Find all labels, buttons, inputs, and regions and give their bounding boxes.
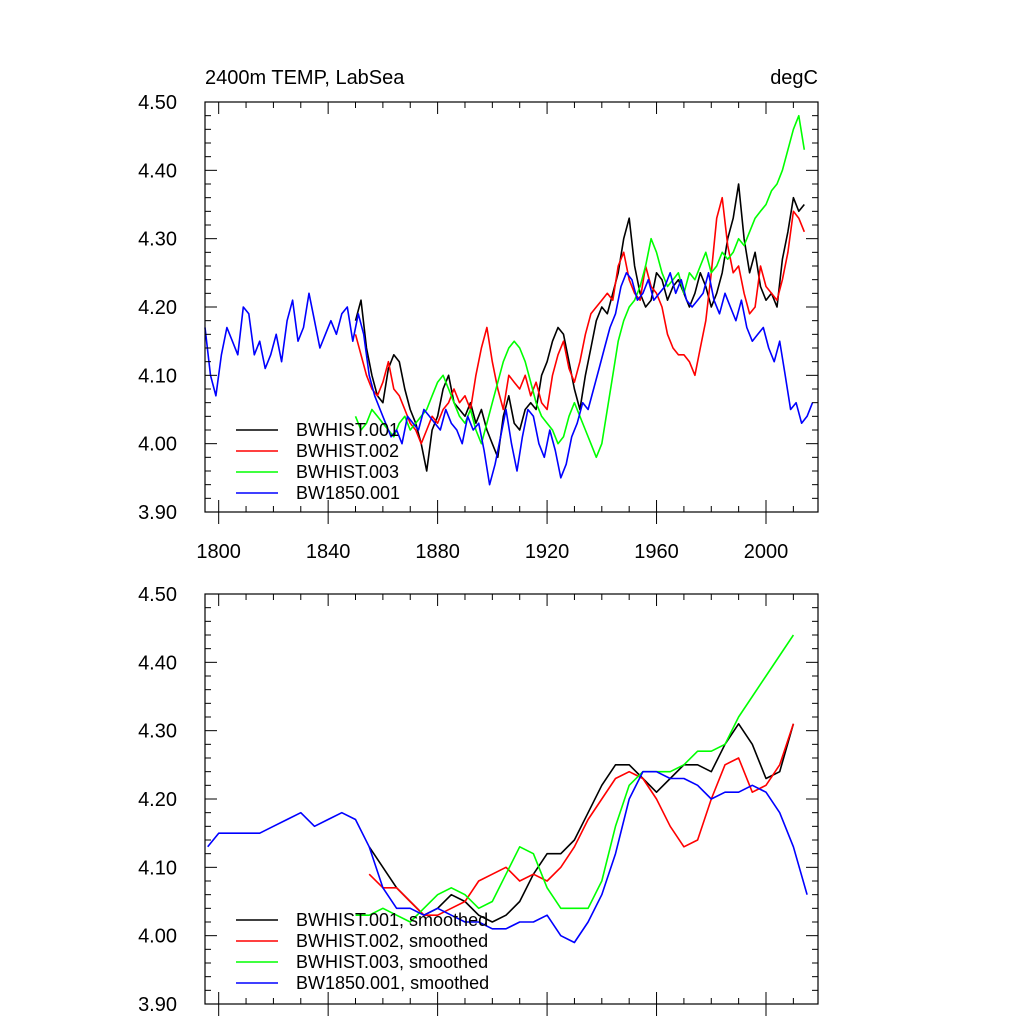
top-y-tick-label: 4.50 [138, 92, 177, 114]
top-panel: 3.90 4.00 4.10 4.20 4.30 4.40 4.50 1800 1840 1880… [138, 67, 819, 563]
bottom-y-tick-label: 3.90 [138, 994, 177, 1016]
top-x-tick-label: 1840 [306, 541, 351, 563]
top-y-tick-label: 4.40 [138, 160, 177, 182]
top-series-line-3 [354, 114, 806, 459]
top-x-tick-label: 1920 [525, 541, 570, 563]
top-series-line-4 [204, 271, 814, 486]
top-ticks-layer: 3.90 4.00 4.10 4.20 4.30 4.40 4.50 1800 1840 1880… [138, 92, 818, 563]
bottom-series-line-3 [355, 634, 795, 923]
bottom-legend-label-4: BW1850.001, smoothed [296, 973, 489, 993]
top-y-tick-label: 3.90 [138, 502, 177, 524]
top-chart-title: 2400m TEMP, LabSea [205, 67, 405, 89]
top-x-tick-label: 1960 [634, 541, 679, 563]
bottom-legend-label-2: BWHIST.002, smoothed [296, 931, 488, 951]
bottom-series-layer [207, 634, 808, 944]
bottom-series-line-4 [207, 770, 808, 944]
bottom-panel: 3.90 4.00 4.10 4.20 4.30 4.40 4.50 BWHIST.001,… [138, 584, 819, 1016]
top-x-tick-label: 2000 [744, 541, 789, 563]
bottom-y-tick-label: 4.20 [138, 789, 177, 811]
top-y-tick-label: 4.20 [138, 297, 177, 319]
bottom-legend-label-1: BWHIST.001, smoothed [296, 910, 488, 930]
top-legend-label-4: BW1850.001 [296, 483, 400, 503]
bottom-ticks-layer: 3.90 4.00 4.10 4.20 4.30 4.40 4.50 [138, 584, 818, 1016]
bottom-y-tick-label: 4.00 [138, 926, 177, 948]
top-legend-label-3: BWHIST.003 [296, 462, 399, 482]
top-series-line-2 [354, 196, 806, 445]
top-series-line-1 [354, 183, 805, 472]
bottom-y-tick-label: 4.30 [138, 721, 177, 743]
top-y-tick-label: 4.00 [138, 434, 177, 456]
bottom-series-line-2 [368, 723, 795, 917]
top-y-tick-label: 4.10 [138, 365, 177, 387]
bottom-y-tick-label: 4.40 [138, 652, 177, 674]
top-legend-label-2: BWHIST.002 [296, 441, 399, 461]
top-x-tick-label: 1800 [196, 541, 241, 563]
bottom-y-tick-label: 4.10 [138, 857, 177, 879]
top-y-tick-label: 4.30 [138, 229, 177, 251]
bottom-legend-label-3: BWHIST.003, smoothed [296, 952, 488, 972]
top-x-tick-label: 1880 [415, 541, 460, 563]
top-legend-label-1: BWHIST.001 [296, 420, 399, 440]
top-chart-units: degC [770, 67, 818, 89]
bottom-series-line-1 [368, 722, 795, 923]
top-series-layer [204, 114, 814, 486]
bottom-y-tick-label: 4.50 [138, 584, 177, 606]
